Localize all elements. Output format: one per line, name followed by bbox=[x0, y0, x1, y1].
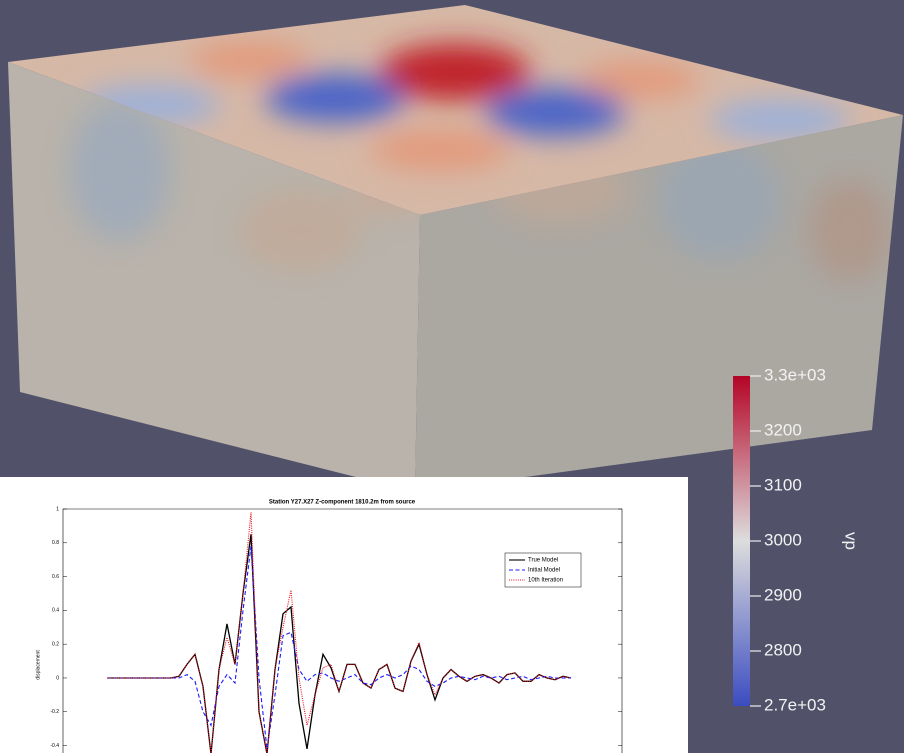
colorbar-tick-label: 3.3e+03 bbox=[764, 365, 826, 384]
y-tick-label: 1 bbox=[56, 506, 59, 512]
y-tick-label: -0.4 bbox=[50, 743, 59, 749]
colorbar-tick-label: 2800 bbox=[764, 640, 802, 659]
y-tick-label: 0.6 bbox=[52, 574, 59, 580]
series-line bbox=[107, 546, 571, 749]
colorbar-tick-label: 3200 bbox=[764, 420, 802, 439]
line-plot: -0.4 -0.2 0 0.2 0.4 0.6 0.8 1 True Model Initial … bbox=[50, 506, 623, 753]
colorbar-tick-label: 2.7e+03 bbox=[764, 695, 826, 714]
legend-label: 10th Iteration bbox=[528, 578, 563, 584]
inset-plot-background bbox=[0, 477, 688, 753]
legend-label: Initial Model bbox=[528, 568, 560, 574]
plot-lines bbox=[107, 512, 572, 753]
y-axis-label: displacement bbox=[35, 650, 41, 680]
y-tick-label: 0.8 bbox=[52, 540, 59, 546]
plot-title: Station Y27.X27 Z-component 1810.2m from… bbox=[269, 500, 416, 506]
top-anomalies bbox=[80, 42, 850, 170]
y-tick-label: -0.2 bbox=[50, 709, 59, 715]
colorbar: 2.7e+03 2800 2900 3000 3100 3200 3.3e+03 vp bbox=[733, 365, 861, 714]
model-box bbox=[8, 5, 903, 492]
axes-frame bbox=[62, 508, 623, 753]
colorbar-tick-label: 3000 bbox=[764, 530, 802, 549]
colorbar-tick-label: 2900 bbox=[764, 585, 802, 604]
series-line bbox=[107, 512, 572, 753]
colorbar-title: vp bbox=[842, 532, 861, 550]
y-tick-label: 0.2 bbox=[52, 642, 59, 648]
colorbar-tick-label: 3100 bbox=[764, 475, 802, 494]
y-tick-label: 0.4 bbox=[52, 608, 59, 614]
y-tick-label: 0 bbox=[56, 675, 59, 681]
legend-label: True Model bbox=[528, 558, 558, 564]
colorbar-scale bbox=[733, 376, 750, 706]
